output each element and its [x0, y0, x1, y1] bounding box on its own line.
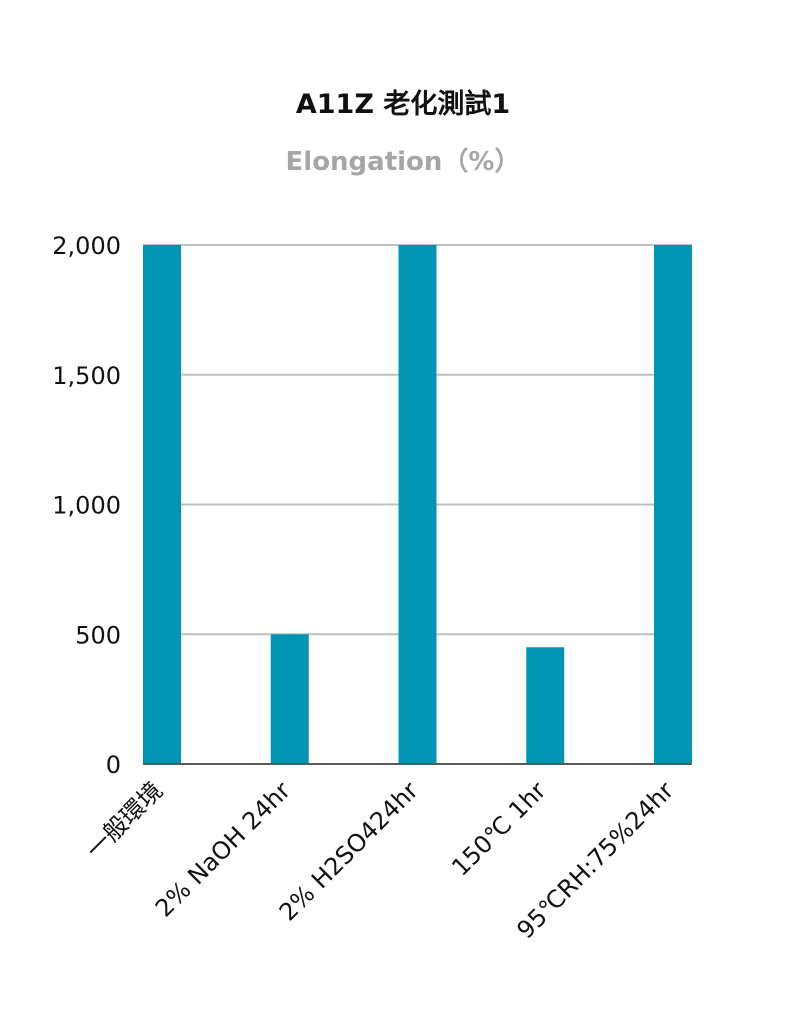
bar — [654, 245, 692, 764]
x-tick-label: 一般環境 — [81, 776, 169, 864]
y-tick-label: 1,500 — [52, 362, 121, 390]
bars — [143, 245, 692, 764]
bar — [398, 245, 437, 764]
x-tick-label: 2% NaOH 24hr — [150, 776, 296, 922]
y-tick-label: 0 — [106, 751, 121, 779]
y-tick-label: 1,000 — [52, 492, 121, 520]
chart-subtitle: Elongation（%） — [285, 147, 521, 177]
x-tick-label: 2% H2SO424hr — [274, 776, 424, 926]
y-axis-tick-labels: 0 500 1,000 1,500 2,000 — [52, 232, 121, 779]
y-tick-label: 2,000 — [52, 232, 121, 260]
chart-title: A11Z 老化測試1 — [295, 89, 511, 120]
y-tick-label: 500 — [75, 621, 121, 649]
bar — [526, 647, 565, 764]
bar — [270, 634, 309, 764]
bar — [143, 245, 181, 764]
x-tick-label: 150℃ 1hr — [446, 776, 551, 881]
